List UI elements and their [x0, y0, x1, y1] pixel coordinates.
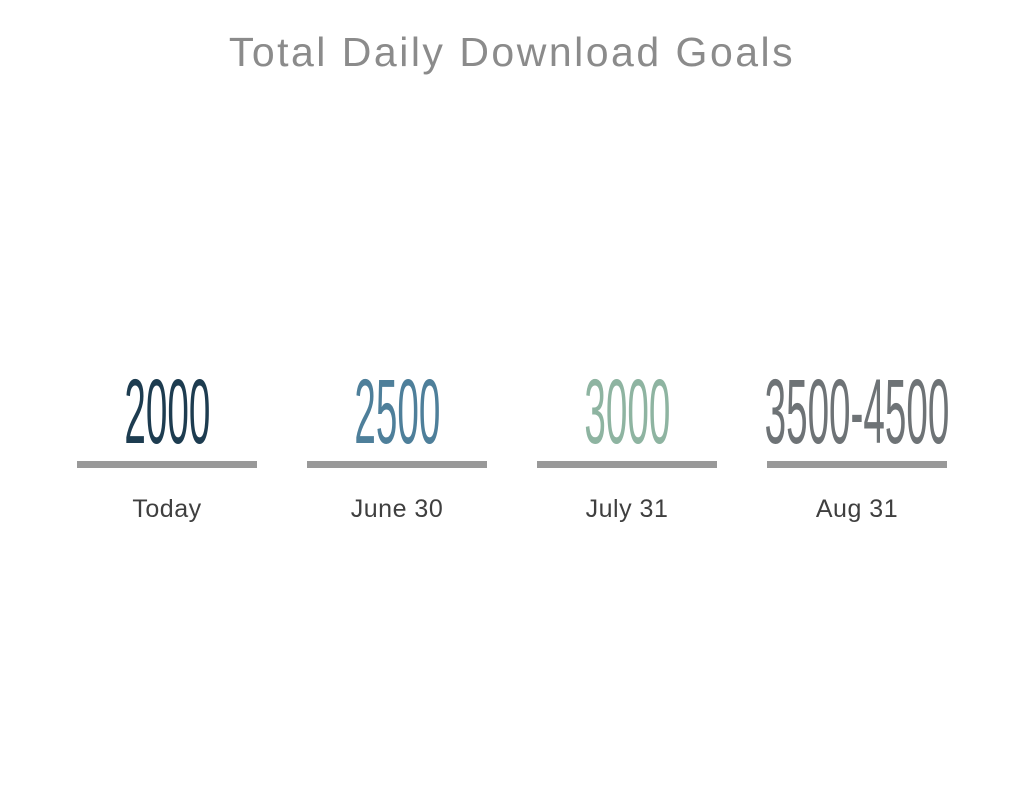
goal-column-today: 2000 Today [77, 366, 257, 524]
goal-divider [307, 461, 487, 469]
goal-column-aug-31: 3500-4500 Aug 31 [764, 361, 950, 524]
goal-label: Aug 31 [815, 495, 899, 524]
goal-value: 3500-4500 [764, 361, 950, 464]
goal-column-june-30: 2500 June 30 [307, 366, 487, 524]
slide: Total Daily Download Goals 2000 Today 25… [0, 28, 1024, 796]
goal-value: 3000 [584, 361, 670, 464]
goal-value: 2500 [354, 361, 440, 464]
goal-divider [767, 461, 947, 469]
page-title: Total Daily Download Goals [228, 29, 796, 75]
goal-column-july-31: 3000 July 31 [537, 366, 717, 524]
goal-value: 2000 [124, 361, 210, 464]
goals-row: 2000 Today 2500 June 30 3000 July 31 350… [0, 366, 1024, 524]
goal-divider [537, 461, 717, 469]
goal-label: June 30 [350, 495, 444, 524]
goal-label: Today [132, 495, 202, 524]
goal-label: July 31 [585, 495, 669, 524]
goal-divider [77, 461, 257, 469]
